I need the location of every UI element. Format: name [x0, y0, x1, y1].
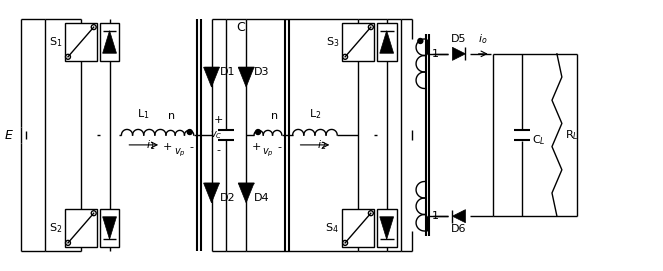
Text: R$_L$: R$_L$	[565, 128, 579, 142]
Polygon shape	[452, 47, 465, 60]
Text: +: +	[163, 142, 172, 152]
Text: $v_p$: $v_p$	[174, 147, 186, 159]
Bar	[65, 23, 97, 61]
Polygon shape	[380, 217, 394, 239]
Polygon shape	[103, 217, 117, 239]
Text: D3: D3	[254, 67, 270, 77]
Polygon shape	[103, 31, 117, 53]
Text: S$_2$: S$_2$	[49, 221, 62, 235]
Bar	[65, 209, 97, 247]
Text: n: n	[271, 111, 278, 121]
Text: S$_4$: S$_4$	[326, 221, 339, 235]
Polygon shape	[380, 31, 394, 53]
Text: -: -	[278, 142, 282, 152]
Text: L$_2$: L$_2$	[309, 107, 321, 121]
Text: D4: D4	[254, 193, 270, 203]
Text: -: -	[216, 145, 220, 155]
Bar	[342, 209, 374, 247]
Text: S$_1$: S$_1$	[48, 35, 62, 49]
Polygon shape	[238, 183, 254, 203]
Circle shape	[418, 38, 423, 43]
Text: C: C	[236, 21, 245, 34]
Text: n: n	[168, 111, 175, 121]
Bar	[377, 23, 396, 61]
Bar	[377, 209, 396, 247]
Bar	[342, 23, 374, 61]
Text: S$_3$: S$_3$	[326, 35, 339, 49]
Text: 1: 1	[432, 49, 439, 59]
Circle shape	[187, 130, 192, 134]
Polygon shape	[238, 67, 254, 87]
Text: $i_o$: $i_o$	[478, 32, 487, 46]
Text: -: -	[190, 142, 194, 152]
Bar	[99, 23, 119, 61]
Polygon shape	[452, 210, 465, 223]
Text: D5: D5	[452, 34, 467, 44]
Text: D1: D1	[219, 67, 235, 77]
Polygon shape	[204, 67, 219, 87]
Text: D2: D2	[219, 193, 235, 203]
Text: $v_C$: $v_C$	[210, 129, 222, 141]
Circle shape	[255, 130, 261, 134]
Polygon shape	[204, 183, 219, 203]
Text: $i_1$: $i_1$	[146, 138, 155, 152]
Text: $E$: $E$	[4, 128, 13, 141]
Text: L$_1$: L$_1$	[137, 107, 150, 121]
Text: $i_2$: $i_2$	[317, 138, 326, 152]
Bar	[99, 209, 119, 247]
Text: +: +	[213, 115, 223, 125]
Text: +: +	[251, 142, 261, 152]
Text: 1: 1	[432, 211, 439, 221]
Text: C$_L$: C$_L$	[532, 133, 546, 147]
Text: D6: D6	[452, 224, 467, 234]
Text: $v_p$: $v_p$	[262, 147, 274, 159]
